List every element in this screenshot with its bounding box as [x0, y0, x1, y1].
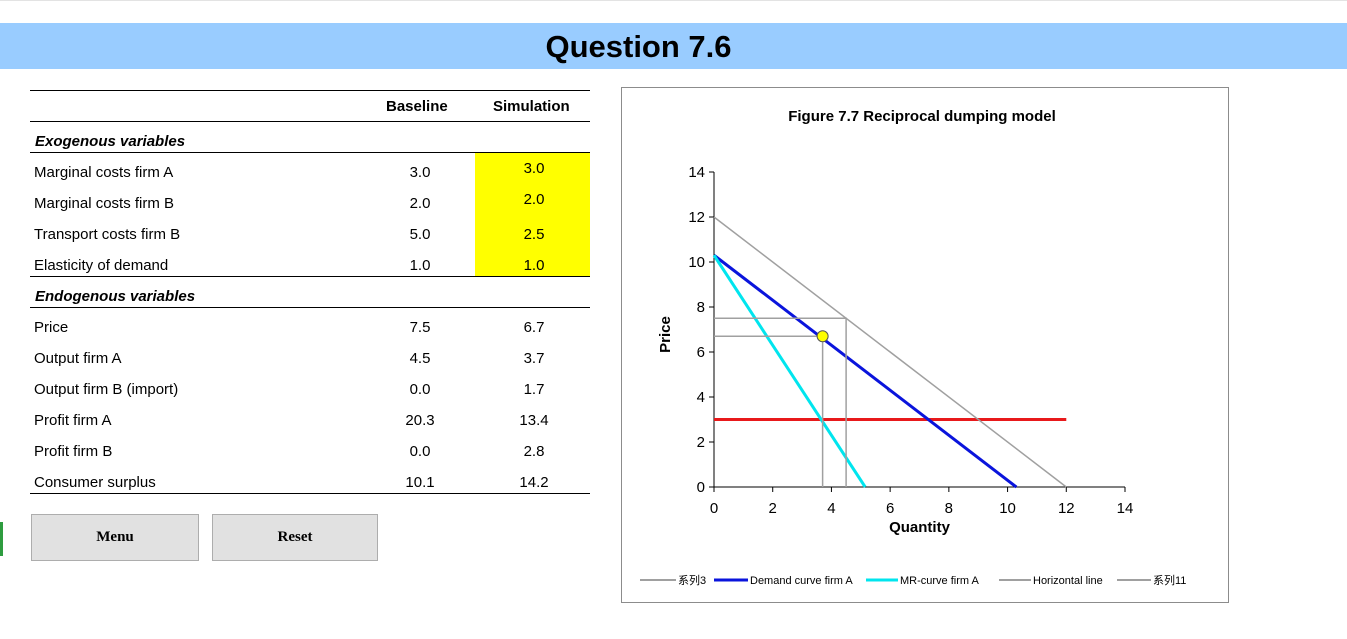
reset-button[interactable]: Reset [212, 514, 378, 561]
endogenous-row-label: Output firm B (import) [34, 381, 179, 398]
exogenous-baseline-value: 5.0 [409, 226, 431, 243]
endogenous-simulation-value: 14.2 [519, 474, 549, 491]
exogenous-simulation-input[interactable]: 2.0 [523, 191, 545, 208]
x-tick-label: 6 [886, 500, 894, 517]
endogenous-simulation-value: 2.8 [523, 443, 545, 460]
x-tick-label: 2 [769, 500, 777, 517]
legend-item-series-3-label: 系列3 [678, 573, 706, 587]
exogenous-baseline-value: 1.0 [409, 257, 431, 274]
endogenous-row-label: Consumer surplus [34, 474, 156, 491]
header-rule [30, 121, 590, 122]
chart-frame: Figure 7.7 Reciprocal dumping model 0 2 4 6 8… [621, 87, 1229, 603]
series-demand-curve-firm-a [713, 254, 1018, 489]
endogenous-baseline-value: 10.1 [405, 474, 435, 491]
endogenous-baseline-value: 4.5 [409, 350, 431, 367]
legend-item-series-11-label: 系列11 [1153, 573, 1186, 587]
exogenous-baseline-value: 3.0 [409, 164, 431, 181]
series-outer-demand-line [713, 216, 1067, 488]
menu-button[interactable]: Menu [31, 514, 199, 561]
exogenous-row-label: Elasticity of demand [34, 257, 169, 274]
legend-item-demand-label: Demand curve firm A [750, 575, 853, 587]
endogenous-row-label: Profit firm A [34, 412, 112, 429]
endogenous-section-label: Endogenous variables [35, 288, 196, 305]
y-tick-label: 4 [697, 389, 705, 406]
equilibrium-point [816, 330, 829, 343]
series-mr-curve-firm-a [712, 254, 867, 488]
x-tick-label: 10 [999, 500, 1016, 517]
endogenous-simulation-value: 13.4 [519, 412, 549, 429]
exogenous-row-label: Marginal costs firm A [34, 164, 174, 181]
legend-item-mr-label: MR-curve firm A [900, 575, 980, 587]
table-top-rule [30, 90, 590, 91]
exogenous-bottom-rule [30, 276, 590, 277]
y-tick-label: 8 [697, 299, 705, 316]
y-tick-label: 14 [688, 164, 705, 181]
exogenous-simulation-input[interactable]: 3.0 [523, 160, 545, 177]
legend-item-horizontal-label: Horizontal line [1033, 575, 1103, 587]
title-banner: Question 7.6 [0, 23, 1347, 69]
selection-marker [0, 522, 3, 556]
x-tick-label: 14 [1117, 500, 1134, 517]
endogenous-row-label: Price [34, 319, 69, 336]
exogenous-rule [30, 152, 590, 153]
page-title: Question 7.6 [545, 29, 732, 64]
chart-title: Figure 7.7 Reciprocal dumping model [788, 108, 1056, 125]
exogenous-simulation-input[interactable]: 1.0 [523, 257, 545, 274]
x-axis-label: Quantity [889, 519, 950, 536]
endogenous-baseline-value: 0.0 [409, 381, 431, 398]
endogenous-baseline-value: 20.3 [405, 412, 435, 429]
x-tick-label: 4 [827, 500, 835, 517]
exogenous-simulation-input[interactable]: 2.5 [523, 226, 545, 243]
endogenous-simulation-value: 6.7 [523, 319, 545, 336]
exogenous-row-label: Marginal costs firm B [34, 195, 175, 212]
simulation-input-highlight [475, 153, 590, 276]
exogenous-section-label: Exogenous variables [35, 133, 186, 150]
endogenous-baseline-value: 7.5 [409, 319, 431, 336]
y-tick-label: 10 [688, 254, 705, 271]
y-tick-label: 12 [688, 209, 705, 226]
series-horizontal-line [714, 317, 847, 487]
endogenous-row-label: Output firm A [34, 350, 122, 367]
y-tick-label: 6 [697, 344, 705, 361]
endogenous-simulation-value: 1.7 [523, 381, 545, 398]
endogenous-rule [30, 307, 590, 308]
y-tick-label: 0 [697, 479, 705, 496]
table-bottom-rule [30, 493, 590, 494]
endogenous-row-label: Profit firm B [34, 443, 113, 460]
exogenous-row-label: Transport costs firm B [34, 226, 181, 243]
col-header-simulation: Simulation [493, 98, 570, 115]
endogenous-simulation-value: 3.7 [523, 350, 545, 367]
col-header-baseline: Baseline [386, 98, 448, 115]
exogenous-baseline-value: 2.0 [409, 195, 431, 212]
endogenous-baseline-value: 0.0 [409, 443, 431, 460]
x-tick-label: 12 [1058, 500, 1075, 517]
series-11-line [714, 335, 824, 487]
sheet-gridline [0, 0, 1347, 1]
reciprocal-dumping-chart: Figure 7.7 Reciprocal dumping model 0 2 4 6 8… [640, 108, 1186, 587]
x-tick-label: 0 [710, 500, 718, 517]
y-axis-label: Price [657, 316, 674, 353]
x-tick-label: 8 [945, 500, 953, 517]
y-tick-label: 2 [697, 434, 705, 451]
